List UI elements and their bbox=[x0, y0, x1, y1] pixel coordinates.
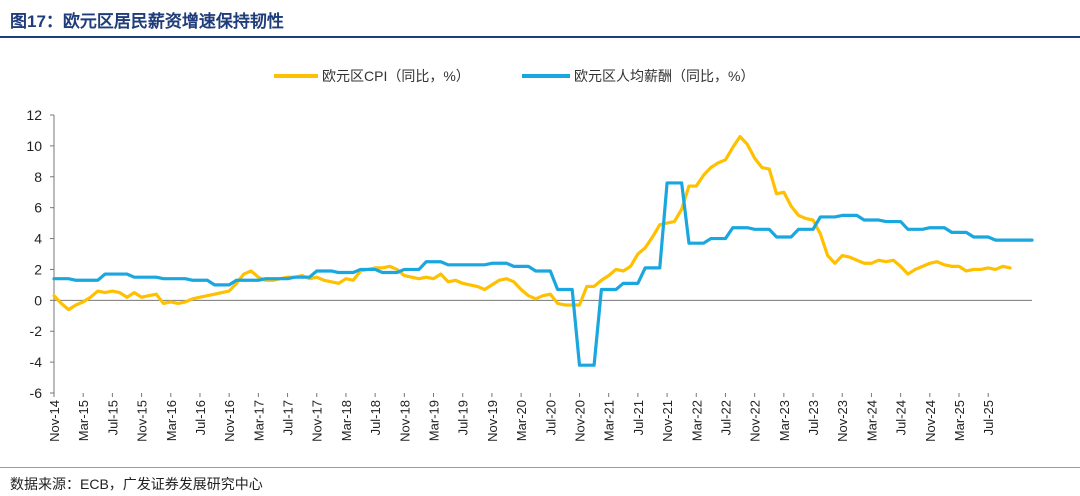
legend-label-wage: 欧元区人均薪酬（同比，%） bbox=[574, 68, 754, 84]
footer-rule bbox=[0, 467, 1080, 468]
x-tick-label: Nov-22 bbox=[748, 400, 763, 442]
x-tick-label: Nov-23 bbox=[835, 400, 850, 442]
x-tick-label: Mar-22 bbox=[689, 400, 704, 441]
y-tick-label: -6 bbox=[30, 385, 43, 401]
x-tick-label: Nov-14 bbox=[47, 400, 62, 442]
x-tick-label: Jul-16 bbox=[193, 400, 208, 435]
x-tick-label: Mar-15 bbox=[76, 400, 91, 441]
y-tick-label: -2 bbox=[30, 323, 43, 339]
figure-title: 图17：欧元区居民薪资增速保持韧性 bbox=[10, 12, 284, 31]
x-tick-label: Nov-15 bbox=[135, 400, 150, 442]
x-tick-label: Nov-17 bbox=[310, 400, 325, 442]
x-tick-label: Nov-19 bbox=[485, 400, 500, 442]
legend: 欧元区CPI（同比，%） 欧元区人均薪酬（同比，%） bbox=[274, 68, 754, 84]
x-tick-label: Nov-18 bbox=[397, 400, 412, 442]
x-tick-label: Jul-17 bbox=[281, 400, 296, 435]
series-lines bbox=[52, 135, 1034, 367]
axes bbox=[53, 115, 1032, 393]
x-tick-label: Mar-21 bbox=[602, 400, 617, 441]
x-tick-label: Jul-15 bbox=[105, 400, 120, 435]
y-axis-ticks: -6 -4 -2 0 2 4 6 8 10 12 bbox=[26, 107, 54, 401]
x-tick-label: Mar-25 bbox=[952, 400, 967, 441]
x-tick-label: Jul-21 bbox=[631, 400, 646, 435]
y-tick-label: 4 bbox=[34, 231, 42, 247]
line-chart: 欧元区CPI（同比，%） 欧元区人均薪酬（同比，%） -6 -4 -2 0 2 4 6 8 10… bbox=[26, 68, 1034, 442]
x-tick-label: Mar-16 bbox=[164, 400, 179, 441]
source-note: 数据来源：ECB，广发证券发展研究中心 bbox=[10, 476, 263, 492]
title-bar: 图17：欧元区居民薪资增速保持韧性 bbox=[0, 0, 1080, 34]
x-tick-label: Mar-24 bbox=[864, 400, 879, 441]
x-tick-label: Nov-16 bbox=[222, 400, 237, 442]
x-tick-label: Jul-18 bbox=[368, 400, 383, 435]
y-tick-label: 10 bbox=[26, 138, 42, 154]
title-rule bbox=[0, 36, 1080, 38]
x-tick-label: Nov-21 bbox=[660, 400, 675, 442]
x-tick-label: Jul-25 bbox=[981, 400, 996, 435]
x-tick-label: Mar-23 bbox=[777, 400, 792, 441]
y-tick-label: 12 bbox=[26, 107, 42, 123]
y-tick-label: 0 bbox=[34, 292, 42, 308]
x-tick-label: Nov-20 bbox=[572, 400, 587, 442]
y-tick-label: 6 bbox=[34, 200, 42, 216]
series-line-wage bbox=[52, 181, 1034, 367]
x-tick-label: Jul-23 bbox=[806, 400, 821, 435]
legend-label-cpi: 欧元区CPI（同比，%） bbox=[322, 68, 470, 84]
x-tick-label: Jul-22 bbox=[718, 400, 733, 435]
x-tick-label: Mar-17 bbox=[251, 400, 266, 441]
x-tick-label: Nov-24 bbox=[923, 400, 938, 442]
x-tick-label: Jul-24 bbox=[894, 400, 909, 435]
x-tick-label: Jul-19 bbox=[456, 400, 471, 435]
y-tick-label: 2 bbox=[34, 261, 42, 277]
x-axis-ticks: Nov-14 Mar-15 Jul-15 Nov-15 Mar-16 Jul-16 Nov-… bbox=[47, 393, 996, 442]
y-tick-label: 8 bbox=[34, 169, 42, 185]
y-tick-label: -4 bbox=[30, 354, 43, 370]
x-tick-label: Mar-19 bbox=[427, 400, 442, 441]
series-line-cpi bbox=[52, 135, 1012, 312]
x-tick-label: Jul-20 bbox=[543, 400, 558, 435]
x-tick-label: Mar-20 bbox=[514, 400, 529, 441]
x-tick-label: Mar-18 bbox=[339, 400, 354, 441]
